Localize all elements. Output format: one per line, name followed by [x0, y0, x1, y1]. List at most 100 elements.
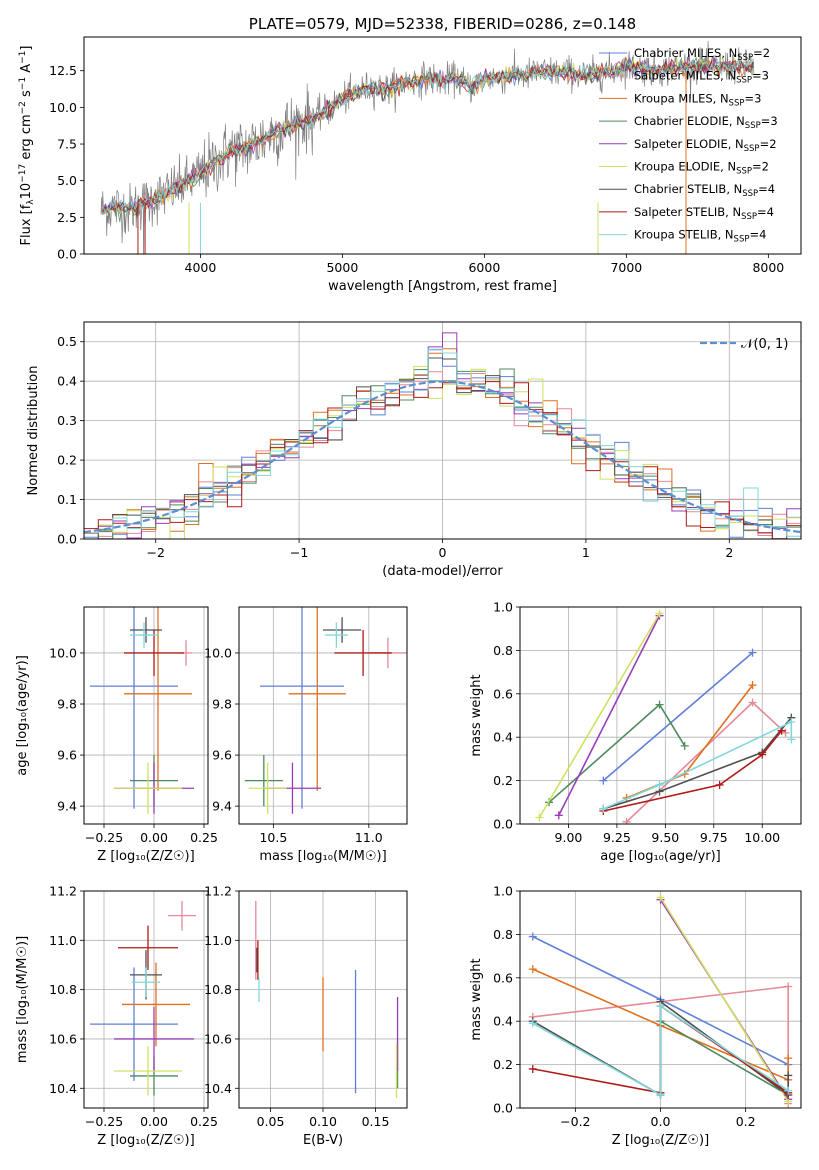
errorbar-salpeter-stelib: [118, 925, 178, 970]
axes-frame: [519, 890, 802, 1109]
weight-line: [626, 684, 754, 799]
weight-marker: [622, 817, 631, 824]
y-tick-label: 9.8: [212, 697, 232, 712]
weight-marker: [748, 681, 757, 690]
errorbar-kroupa-elodie: [114, 1046, 182, 1096]
errorbar-kroupa-miles: [124, 607, 192, 791]
errorbar-kroupa-elodie: [114, 762, 182, 814]
legend-label: Salpeter MILES, NSSP=3: [634, 69, 769, 86]
errorbar-chabrier-miles: [260, 607, 344, 809]
plot-area-age_vs_mass: [244, 607, 407, 814]
errorbar-salpeter-miles: [168, 900, 196, 931]
y-tick-label: 9.4: [212, 799, 232, 814]
weight-marker: [554, 811, 563, 820]
y-tick-label: 10.8: [49, 982, 77, 997]
weight-line: [532, 968, 790, 1082]
weight-marker: [784, 1071, 793, 1080]
y-tick-label: 11.2: [204, 884, 232, 899]
x-tick-label: −2: [146, 545, 164, 560]
y-tick-label: 0.3: [57, 413, 77, 428]
weight-series-chabrier-miles: [599, 648, 757, 785]
x-tick-label: 0.25: [190, 1114, 218, 1129]
weight-series-chabrier-elodie: [656, 1017, 793, 1099]
histogram-salpeter-stelib: [84, 381, 801, 539]
y-axis-label: mass weight: [469, 958, 484, 1040]
x-tick-label: 10.5: [259, 830, 287, 845]
y-tick-label: 10.8: [204, 982, 232, 997]
x-tick-label: 0: [439, 545, 447, 560]
errorbar-kroupa-stelib: [324, 622, 348, 648]
x-tick-label: −0.25: [85, 830, 123, 845]
plot-area-residuals: [84, 332, 801, 539]
normal-curve: [84, 380, 801, 534]
x-axis-label: Z [log₁₀(Z/Z☉)]: [612, 1133, 709, 1148]
plot-area-spectrum: [100, 40, 755, 254]
weight-marker: [784, 1054, 793, 1063]
errorbar-kroupa-stelib: [132, 967, 160, 998]
weight-marker: [656, 1002, 665, 1011]
x-tick-label: 0.0: [651, 1114, 671, 1129]
weight-series-salpeter-miles: [622, 698, 790, 824]
weight-line: [659, 897, 789, 1102]
y-tick-label: 9.4: [57, 799, 77, 814]
y-axis-label: Flux [fλ10−17 erg cm−2 s−1 A−1]: [18, 46, 36, 246]
y-tick-label: 10.0: [204, 645, 232, 660]
y-axis-label: mass weight: [469, 674, 484, 756]
x-tick-label: 5000: [326, 260, 358, 275]
model-spectrum-salpeter-elodie: [102, 56, 755, 214]
weight-series-chabrier-elodie: [545, 700, 689, 807]
y-tick-label: 0.0: [57, 247, 77, 262]
histogram-salpeter-elodie: [84, 332, 801, 539]
y-tick-label: 0.2: [493, 773, 513, 788]
y-tick-label: 0.5: [57, 334, 77, 349]
weight-marker: [715, 780, 724, 789]
y-tick-label: 0.8: [493, 927, 513, 942]
weight-marker: [535, 813, 544, 822]
weight-line: [558, 615, 661, 816]
y-tick-label: 0.8: [493, 643, 513, 658]
model-spectrum-kroupa-stelib: [102, 57, 754, 214]
weight-line: [602, 651, 754, 782]
errorbar-kroupa-stelib: [130, 622, 158, 648]
weight-marker: [528, 1019, 537, 1028]
errorbar-chabrier-stelib: [130, 617, 162, 643]
errorbar-chabrier-miles: [90, 607, 178, 809]
legend-label: Salpeter ELODIE, NSSP=2: [634, 137, 777, 154]
y-axis-label: age [log₁₀(age/yr)]: [15, 655, 30, 776]
y-tick-label: 2.5: [57, 210, 77, 225]
weight-series-kroupa-elodie: [656, 893, 793, 1106]
x-tick-label: 0.15: [362, 1114, 390, 1129]
axes-frame: [238, 890, 408, 1109]
chart-title: PLATE=0579, MJD=52338, FIBERID=0286, z=0…: [249, 15, 636, 33]
x-tick-label: 9.50: [651, 830, 679, 845]
x-axis-label: age [log₁₀(age/yr)]: [600, 849, 721, 864]
model-spectrum-chabrier-stelib: [102, 59, 754, 216]
y-tick-label: 0.0: [493, 1101, 513, 1116]
weight-series-kroupa-miles: [622, 681, 757, 802]
weight-marker: [784, 1086, 793, 1095]
y-tick-label: 9.6: [212, 748, 232, 763]
weight-marker: [599, 776, 608, 785]
plot-area-weight_vs_age: [535, 609, 796, 824]
errorbar-salpeter-elodie: [114, 1006, 194, 1072]
weight-marker: [784, 982, 793, 991]
x-axis-label: wavelength [Angstrom, rest frame]: [328, 279, 557, 294]
axes-frame: [83, 321, 802, 540]
weight-marker: [680, 741, 689, 750]
weight-marker: [758, 750, 767, 759]
x-axis-label: E(B-V): [303, 1133, 343, 1148]
histogram-kroupa-stelib: [84, 348, 801, 537]
x-tick-label: 0.25: [190, 830, 218, 845]
weight-series-kroupa-stelib: [599, 718, 796, 813]
weight-series-kroupa-elodie: [535, 609, 664, 822]
x-tick-label: 9.00: [555, 830, 583, 845]
x-axis-label: (data-model)/error: [382, 564, 503, 579]
plot-area-weight_vs_Z: [528, 893, 793, 1108]
legend-label: 𝒩(0, 1): [741, 337, 788, 352]
weight-marker: [655, 609, 664, 618]
y-tick-label: 0.2: [57, 453, 77, 468]
axes-frame: [519, 606, 802, 825]
x-axis-label: Z [log₁₀(Z/Z☉)]: [97, 849, 194, 864]
axes-age_vs_mass: 10.5 11.0 9.4 9.6 9.8 10.0 mass [log₁₀(M/M☉)]: [204, 606, 408, 864]
x-tick-label: 0.05: [257, 1114, 285, 1129]
